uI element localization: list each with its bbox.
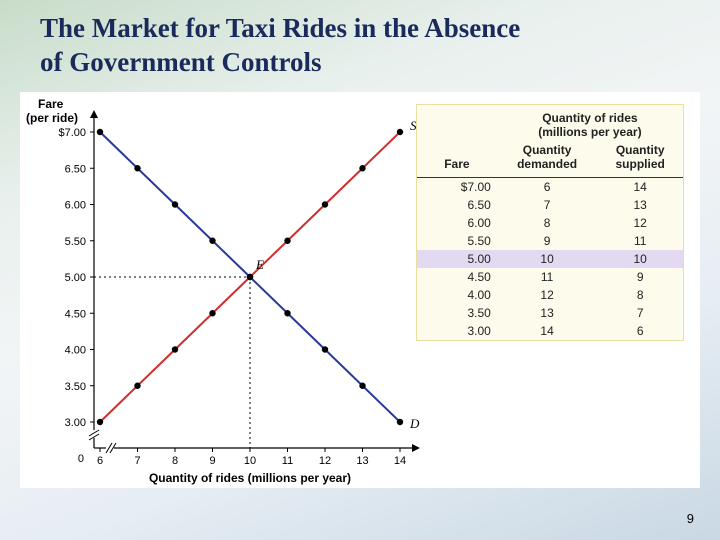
svg-text:11: 11 bbox=[282, 455, 293, 467]
svg-text:12: 12 bbox=[319, 455, 331, 467]
table-cell: 14 bbox=[497, 322, 598, 340]
table-cell: 6.50 bbox=[417, 196, 497, 214]
table-row: 5.50911 bbox=[417, 232, 683, 250]
title-line-2: of Government Controls bbox=[40, 47, 321, 77]
svg-text:4.00: 4.00 bbox=[65, 345, 86, 357]
svg-text:3.00: 3.00 bbox=[65, 417, 86, 429]
content-panel: $7.006.506.005.505.004.504.003.503.00678… bbox=[20, 92, 700, 488]
table-body: $7.006146.507136.008125.509115.0010104.5… bbox=[417, 178, 683, 341]
table-cell: 10 bbox=[597, 250, 683, 268]
title-line-1: The Market for Taxi Rides in the Absence bbox=[40, 13, 520, 43]
table-cell: 4.00 bbox=[417, 286, 497, 304]
table-cell: 14 bbox=[597, 178, 683, 197]
svg-text:Fare: Fare bbox=[38, 97, 64, 111]
svg-text:13: 13 bbox=[356, 455, 368, 467]
svg-text:$7.00: $7.00 bbox=[58, 127, 86, 139]
table-row: 6.50713 bbox=[417, 196, 683, 214]
svg-text:10: 10 bbox=[244, 455, 256, 467]
svg-text:9: 9 bbox=[209, 455, 215, 467]
svg-text:8: 8 bbox=[172, 455, 178, 467]
svg-text:E: E bbox=[255, 257, 264, 272]
slide-title: The Market for Taxi Rides in the Absence… bbox=[40, 12, 680, 80]
supply-demand-chart: $7.00 6.50 6.00 5.50 5.00 4.50 4.00 3.50 3.00 6 7 8… bbox=[20, 92, 420, 488]
table-cell: 7 bbox=[597, 304, 683, 322]
svg-text:6.50: 6.50 bbox=[65, 163, 86, 175]
page-number: 9 bbox=[687, 511, 694, 526]
table-cell: 6 bbox=[497, 178, 598, 197]
table-cell: 12 bbox=[497, 286, 598, 304]
table-cell: 12 bbox=[597, 214, 683, 232]
svg-text:6.00: 6.00 bbox=[65, 200, 86, 212]
svg-text:4.50: 4.50 bbox=[65, 308, 86, 320]
col-supplied: Quantitysupplied bbox=[597, 139, 683, 178]
table-cell: 7 bbox=[497, 196, 598, 214]
table-cell: 8 bbox=[497, 214, 598, 232]
table-cell: $7.00 bbox=[417, 178, 497, 197]
table-cell: 3.00 bbox=[417, 322, 497, 340]
table-row: 4.50119 bbox=[417, 268, 683, 286]
svg-text:(per ride): (per ride) bbox=[26, 111, 78, 125]
table-cell: 13 bbox=[497, 304, 598, 322]
table-cell: 11 bbox=[497, 268, 598, 286]
table-cell: 8 bbox=[597, 286, 683, 304]
table-row: $7.00614 bbox=[417, 178, 683, 197]
table-cell: 4.50 bbox=[417, 268, 497, 286]
table-row: 5.001010 bbox=[417, 250, 683, 268]
col-fare: Fare bbox=[417, 139, 497, 178]
col-demanded: Quantitydemanded bbox=[497, 139, 598, 178]
table-cell: 3.50 bbox=[417, 304, 497, 322]
svg-text:6: 6 bbox=[97, 455, 103, 467]
svg-text:0: 0 bbox=[78, 453, 84, 465]
schedule-table-container: Quantity of rides (millions per year) Fa… bbox=[416, 104, 684, 341]
svg-text:3.50: 3.50 bbox=[65, 381, 86, 393]
table-cell: 6 bbox=[597, 322, 683, 340]
svg-text:Quantity of rides (millions pe: Quantity of rides (millions per year) bbox=[149, 471, 351, 485]
table-row: 4.00128 bbox=[417, 286, 683, 304]
table-row: 6.00812 bbox=[417, 214, 683, 232]
table-cell: 10 bbox=[497, 250, 598, 268]
svg-text:14: 14 bbox=[394, 455, 406, 467]
slide: The Market for Taxi Rides in the Absence… bbox=[0, 0, 720, 540]
table-cell: 5.00 bbox=[417, 250, 497, 268]
svg-text:5.50: 5.50 bbox=[65, 236, 86, 248]
table-cell: 5.50 bbox=[417, 232, 497, 250]
table-cell: 9 bbox=[597, 268, 683, 286]
table-cell: 9 bbox=[497, 232, 598, 250]
svg-text:7: 7 bbox=[134, 455, 140, 467]
table-row: 3.50137 bbox=[417, 304, 683, 322]
schedule-table: Quantity of rides (millions per year) Fa… bbox=[417, 105, 683, 340]
table-super-header: Quantity of rides (millions per year) bbox=[497, 105, 683, 139]
svg-text:5.00: 5.00 bbox=[65, 272, 86, 284]
table-row: 3.00146 bbox=[417, 322, 683, 340]
table-cell: 11 bbox=[597, 232, 683, 250]
table-cell: 6.00 bbox=[417, 214, 497, 232]
svg-text:D: D bbox=[409, 416, 420, 431]
table-cell: 13 bbox=[597, 196, 683, 214]
